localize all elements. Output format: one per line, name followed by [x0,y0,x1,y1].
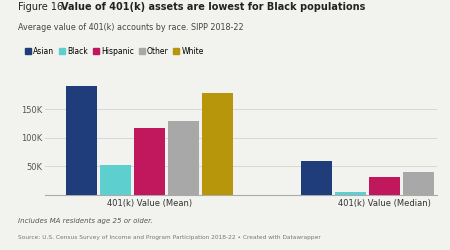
Bar [202,93,233,195]
Bar [335,192,366,195]
Legend: Asian, Black, Hispanic, Other, White: Asian, Black, Hispanic, Other, White [22,44,207,59]
Text: Includes MA residents age 25 or older.: Includes MA residents age 25 or older. [18,218,153,224]
Bar [436,159,450,195]
Bar [100,165,131,195]
Bar [301,161,332,195]
Bar [168,121,199,195]
Bar [369,177,400,195]
Text: Source: U.S. Census Survey of Income and Program Participation 2018-22 • Created: Source: U.S. Census Survey of Income and… [18,235,321,240]
Text: Average value of 401(k) accounts by race. SIPP 2018-22: Average value of 401(k) accounts by race… [18,22,243,32]
Text: Value of 401(k) assets are lowest for Black populations: Value of 401(k) assets are lowest for Bl… [61,2,365,12]
Bar [134,128,165,195]
Text: Figure 16.: Figure 16. [18,2,69,12]
Bar [66,86,97,195]
Bar [403,172,434,195]
